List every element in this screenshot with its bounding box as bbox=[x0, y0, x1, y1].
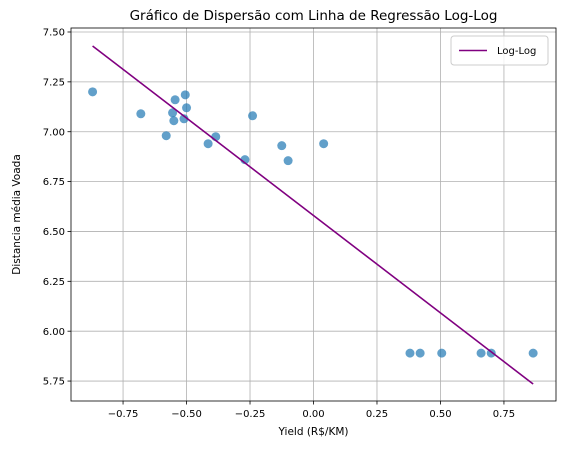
scatter-point bbox=[277, 141, 287, 151]
scatter-points bbox=[88, 87, 538, 358]
y-tick-label: 7.25 bbox=[43, 77, 65, 88]
scatter-point bbox=[437, 348, 447, 358]
x-tick-label: 0.50 bbox=[429, 409, 451, 420]
scatter-point bbox=[248, 111, 258, 121]
x-tick-label: 0.25 bbox=[366, 409, 388, 420]
legend: Log-Log bbox=[450, 35, 549, 66]
y-tick-label: 6.75 bbox=[43, 177, 65, 188]
scatter-point bbox=[319, 139, 329, 149]
legend-box bbox=[450, 35, 549, 66]
grid-lines bbox=[71, 28, 556, 401]
y-tick-label: 6.00 bbox=[43, 327, 65, 338]
y-tick-label: 6.50 bbox=[43, 227, 65, 238]
scatter-point bbox=[180, 90, 190, 100]
scatter-point bbox=[88, 87, 98, 97]
scatter-point bbox=[161, 131, 171, 141]
y-tick-label: 7.00 bbox=[43, 127, 65, 138]
y-axis-ticks: 5.75 6.00 6.25 6.50 6.75 7.00 7.25 7.50 bbox=[43, 28, 71, 388]
scatter-point bbox=[415, 348, 425, 358]
scatter-point bbox=[168, 108, 178, 118]
scatter-point bbox=[405, 348, 415, 358]
scatter-point bbox=[170, 95, 180, 105]
scatter-point bbox=[283, 156, 293, 166]
x-tick-label: −0.50 bbox=[171, 409, 202, 420]
legend-label-log-log: Log-Log bbox=[497, 46, 536, 57]
scatter-point bbox=[203, 139, 213, 149]
regression-lines bbox=[92, 45, 534, 385]
scatter-point bbox=[136, 109, 146, 119]
scatter-point bbox=[476, 348, 486, 358]
x-tick-label: −0.75 bbox=[108, 409, 139, 420]
scatter-point bbox=[179, 114, 189, 124]
x-axis-ticks: −0.75 −0.50 −0.25 0.00 0.25 0.50 0.75 bbox=[108, 401, 515, 420]
x-tick-label: −0.25 bbox=[235, 409, 266, 420]
y-axis-label: Distancia média Voada bbox=[11, 154, 23, 275]
chart-title: Gráfico de Dispersão com Linha de Regres… bbox=[130, 8, 498, 24]
scatter-point bbox=[182, 103, 192, 113]
y-tick-label: 6.25 bbox=[43, 277, 65, 288]
y-tick-label: 7.50 bbox=[43, 28, 65, 39]
y-tick-label: 5.75 bbox=[43, 377, 65, 388]
scatter-point bbox=[528, 348, 538, 358]
scatter-point bbox=[169, 116, 179, 126]
x-tick-label: 0.75 bbox=[493, 409, 515, 420]
regression-line bbox=[92, 45, 534, 385]
x-tick-label: 0.00 bbox=[302, 409, 324, 420]
x-axis-label: Yield (R$/KM) bbox=[278, 426, 349, 438]
